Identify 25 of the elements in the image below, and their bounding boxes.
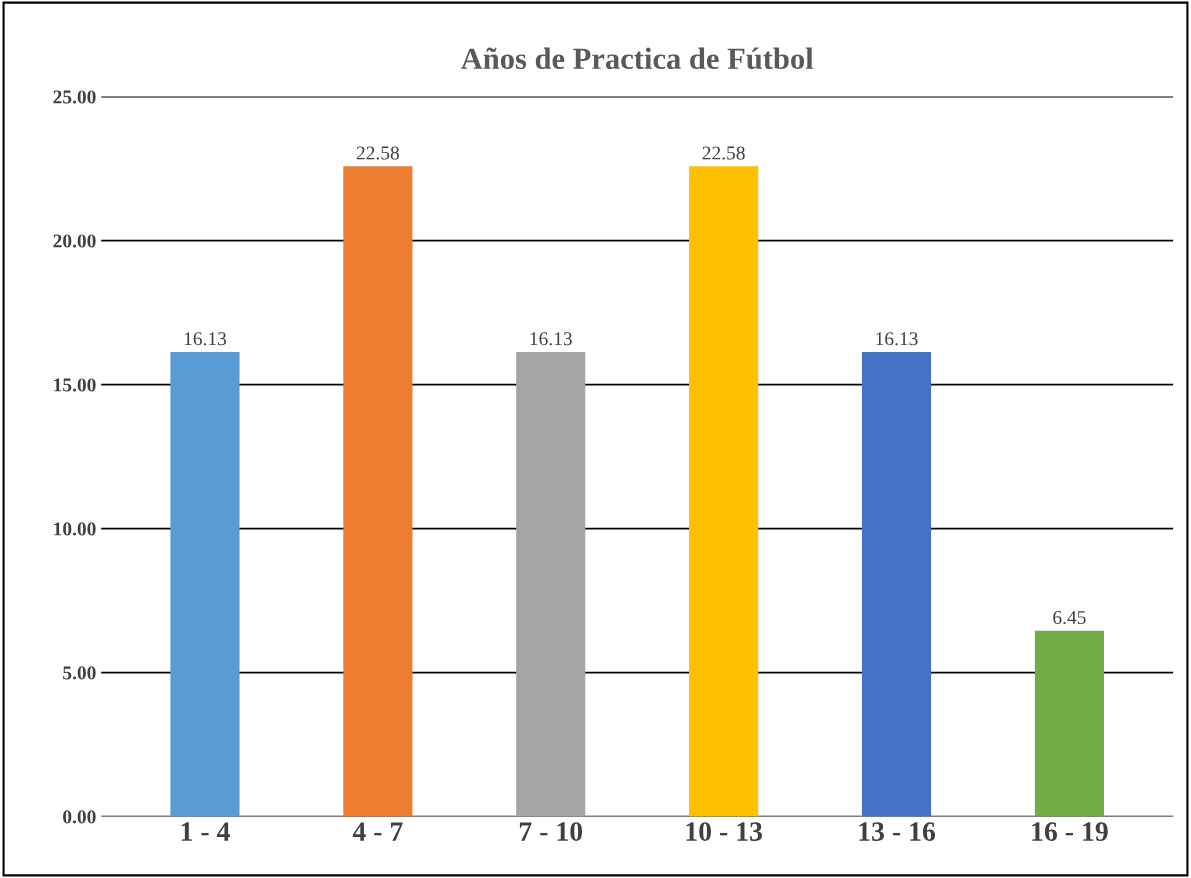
y-tick-label: 15.00 [54,378,96,392]
data-label: 16.13 [184,332,227,346]
data-label: 22.58 [356,146,399,160]
y-tick-label: 5.00 [63,666,96,680]
x-tick-label: 10 - 13 [686,822,763,841]
data-label: 6.45 [1053,611,1086,625]
bar [516,352,586,817]
y-tick-label: 10.00 [54,522,96,536]
x-tick-label: 4 - 7 [352,822,403,841]
y-tick-label: 25.00 [53,90,96,104]
chart-title: Años de Practica de Fútbol [460,47,814,70]
bar [689,166,759,817]
x-tick-label: 16 - 19 [1032,822,1108,841]
bar [343,166,413,817]
x-tick-label: 13 - 16 [859,822,936,841]
y-tick-label: 0.00 [63,810,96,824]
y-tick-label: 20.00 [53,234,96,248]
x-tick-label: 7 - 10 [519,822,583,841]
x-tick-label: 1 - 4 [181,822,230,841]
data-label: 16.13 [530,332,572,346]
data-label: 22.58 [702,146,745,160]
data-label: 16.13 [876,332,918,346]
bar [861,352,932,817]
bar [170,352,240,817]
bar [1034,630,1104,817]
